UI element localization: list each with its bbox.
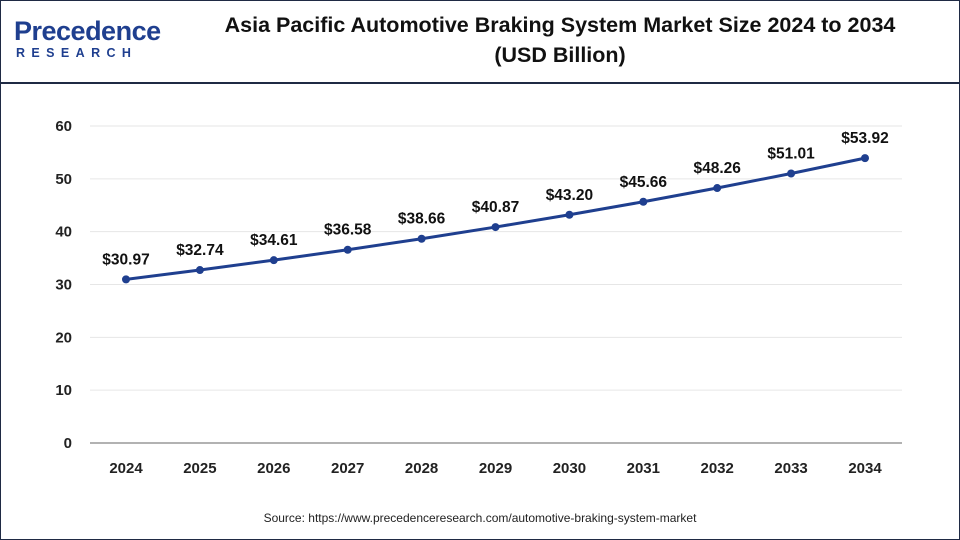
x-tick-label: 2030 <box>553 460 586 477</box>
logo-sub-text: RESEARCH <box>16 46 138 60</box>
chart-title-line2: (USD Billion) <box>494 43 626 67</box>
y-tick-label: 20 <box>55 329 72 346</box>
y-tick-label: 40 <box>55 224 72 241</box>
data-label: $40.87 <box>472 199 519 216</box>
x-tick-label: 2031 <box>627 460 660 477</box>
data-point <box>639 197 648 206</box>
x-tick-label: 2029 <box>479 460 512 477</box>
y-tick-label: 60 <box>55 118 72 135</box>
data-point <box>122 275 130 284</box>
y-tick-label: 50 <box>55 171 72 188</box>
data-point <box>565 210 574 219</box>
data-label: $38.66 <box>398 211 446 228</box>
y-tick-label: 10 <box>55 382 72 399</box>
data-label: $51.01 <box>767 145 815 162</box>
data-point <box>195 266 204 275</box>
data-label: $53.92 <box>841 130 888 147</box>
x-tick-label: 2025 <box>183 460 216 477</box>
header: Precedence RESEARCH Asia Pacific Automot… <box>0 0 960 84</box>
data-point <box>713 184 722 193</box>
data-point <box>491 223 500 232</box>
data-point <box>343 245 352 254</box>
data-point <box>417 234 426 243</box>
chart-title: Asia Pacific Automotive Braking System M… <box>175 10 945 70</box>
y-tick-label: 0 <box>64 435 72 452</box>
data-label: $36.58 <box>324 222 372 239</box>
chart-title-line1: Asia Pacific Automotive Braking System M… <box>224 13 896 37</box>
x-tick-label: 2032 <box>701 460 734 477</box>
x-tick-label: 2027 <box>331 460 364 477</box>
data-label: $48.26 <box>693 160 741 177</box>
data-label: $34.61 <box>250 232 298 249</box>
data-point <box>861 154 869 163</box>
x-tick-label: 2034 <box>848 460 882 477</box>
series-line <box>125 156 866 281</box>
data-label: $43.20 <box>546 187 593 204</box>
precedence-research-logo: Precedence RESEARCH <box>14 16 174 66</box>
data-label: $30.97 <box>102 251 149 268</box>
data-point <box>787 169 796 178</box>
x-tick-label: 2024 <box>109 460 143 477</box>
data-point <box>269 256 278 265</box>
logo-main-text: Precedence <box>14 16 161 46</box>
y-tick-label: 30 <box>55 277 72 294</box>
source-note: Source: https://www.precedenceresearch.c… <box>263 511 697 525</box>
data-label: $32.74 <box>176 242 224 259</box>
data-label: $45.66 <box>620 174 668 191</box>
x-tick-label: 2028 <box>405 460 438 477</box>
x-tick-label: 2026 <box>257 460 290 477</box>
x-tick-label: 2033 <box>774 460 807 477</box>
